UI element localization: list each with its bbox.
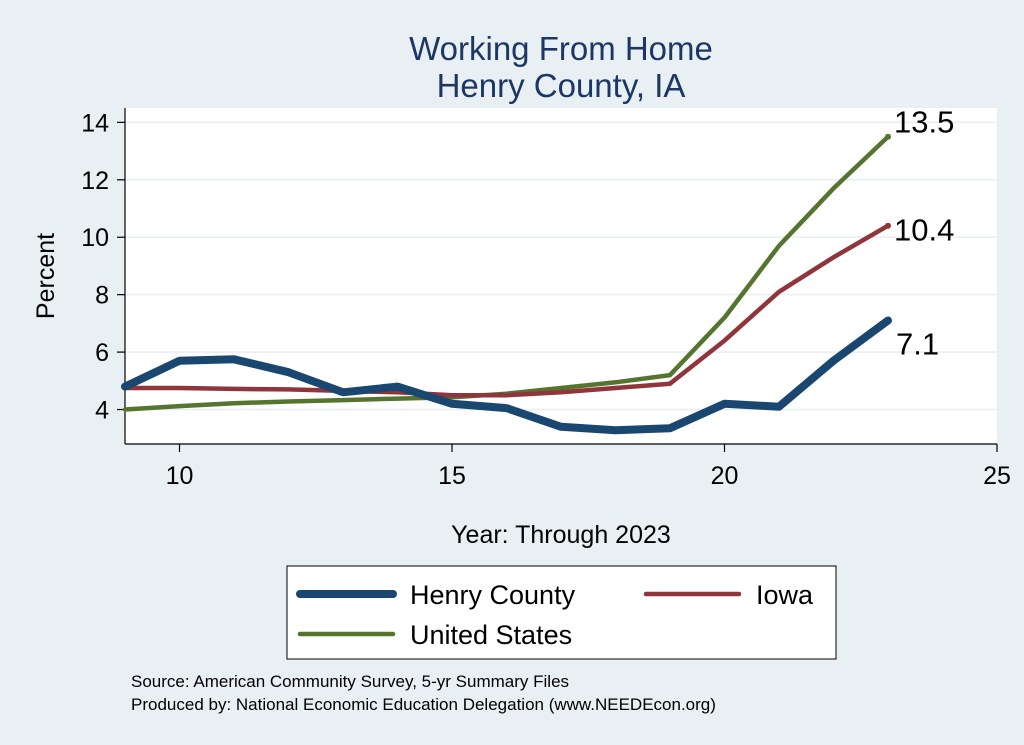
y-tick-labels: 4 6 8 10 12 14 [81,109,109,424]
series-line-iowa [122,223,891,398]
end-point-united-states [885,133,891,140]
end-labels: 7.1 10.4 13.5 [885,105,954,362]
source-line-1: Source: American Community Survey, 5-yr … [131,672,569,691]
legend-box [286,565,837,660]
chart-title-line-2: Henry County, IA [437,67,686,104]
y-tick-label: 8 [95,282,109,310]
legend-label-henry-county: Henry County [410,580,576,610]
legend-label-united-states: United States [410,620,572,650]
end-label-united-states: 13.5 [894,105,954,140]
legend: Henry County Iowa United States [286,565,837,660]
source-line-2: Produced by: National Economic Education… [131,695,716,714]
end-label-henry-county: 7.1 [896,327,939,362]
y-axis-label: Percent [32,233,60,319]
y-tick-label: 12 [81,167,109,195]
x-axis-label: Year: Through 2023 [451,521,671,549]
x-tick-label: 15 [438,462,466,490]
series-line-henry-county [121,316,892,435]
y-tick-label: 10 [81,224,109,252]
chart-title-line-1: Working From Home [409,30,713,67]
y-tick-label: 4 [95,397,109,425]
end-label-iowa: 10.4 [894,213,954,248]
x-tick-label: 20 [711,462,739,490]
x-tick-label: 25 [983,462,1011,490]
series-lines [121,134,892,435]
legend-label-iowa: Iowa [756,580,814,610]
x-tick-label: 10 [166,462,194,490]
grid-lines [125,121,997,411]
y-tick-label: 14 [81,109,109,137]
y-tick-label: 6 [95,339,109,367]
x-tick-labels: 10 15 20 25 [166,462,1011,490]
end-point-iowa [885,222,891,229]
end-point-henry-county [885,317,891,324]
axes [117,108,998,452]
